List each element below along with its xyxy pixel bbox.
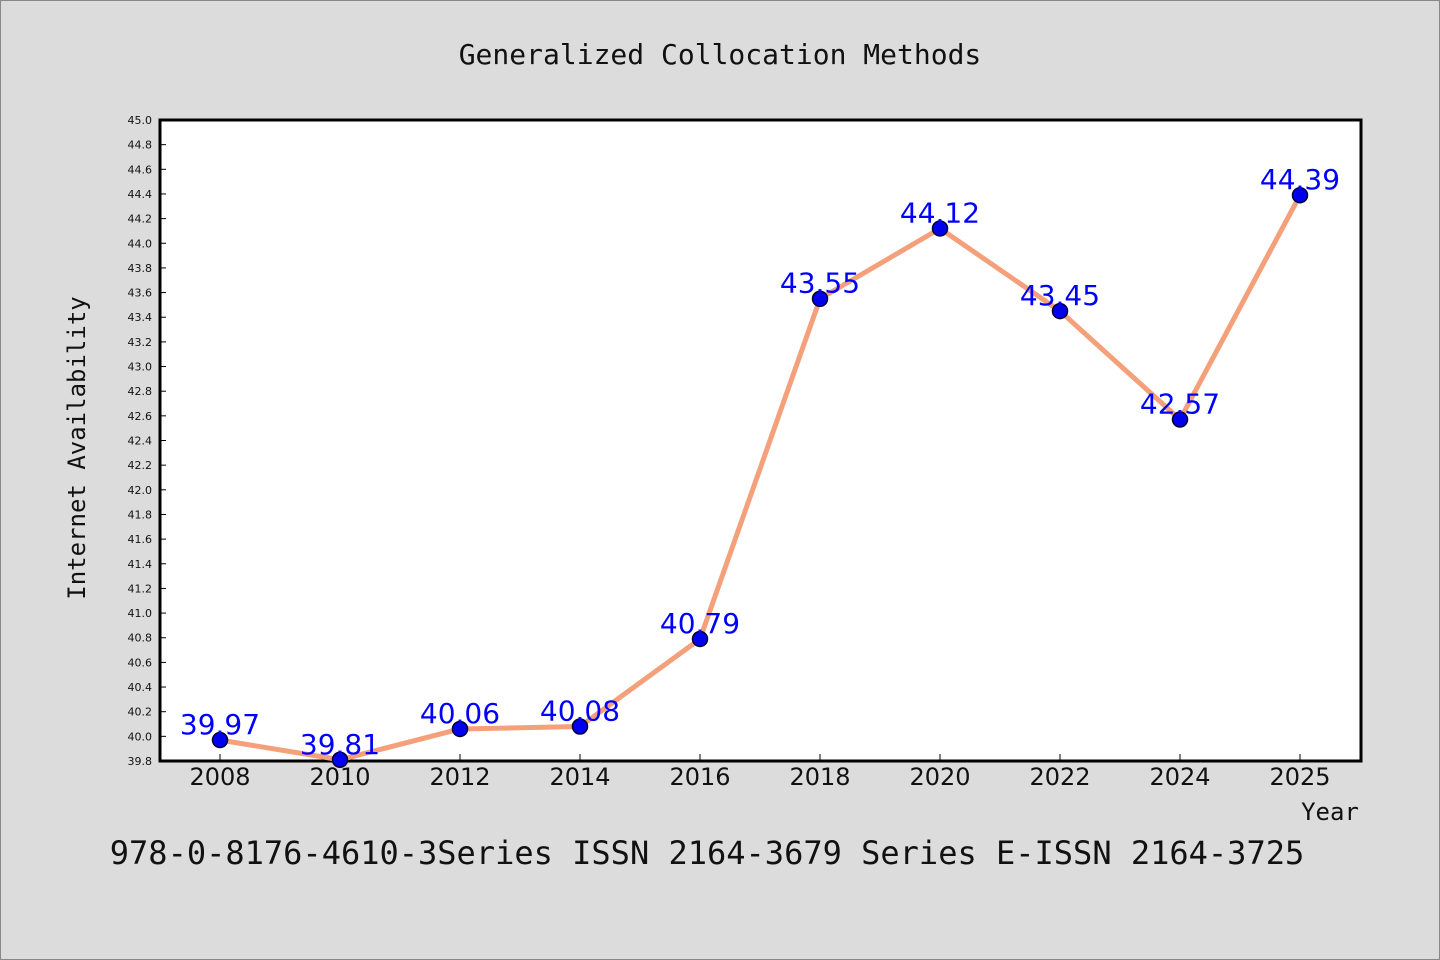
y-tick-label: 41.4: [128, 558, 153, 571]
data-label: 39.81: [300, 728, 380, 761]
x-axis-ticks: 2008 2010 2012 2014 2016 2018 2020 2022 2024 2025: [189, 754, 1331, 791]
x-axis-label: Year: [1301, 798, 1359, 826]
data-point: [811, 290, 829, 307]
data-label: 44.12: [900, 196, 980, 229]
y-tick-label: 42.2: [128, 459, 153, 472]
x-tick-label: 2020: [909, 763, 970, 791]
x-tick-label: 2018: [789, 763, 850, 791]
x-tick-label: 2024: [1149, 763, 1210, 791]
y-tick-label: 43.0: [128, 361, 153, 374]
y-tick-label: 43.6: [128, 287, 153, 300]
data-label: 39.97: [180, 708, 260, 741]
footer-isbn-issn: 978-0-8176-4610-3Series ISSN 2164-3679 S…: [110, 834, 1304, 872]
data-label: 44.39: [1260, 163, 1340, 196]
data-point: [211, 731, 229, 749]
data-label: 42.57: [1140, 388, 1220, 421]
y-tick-label: 39.8: [128, 755, 153, 768]
data-label: 40.79: [660, 607, 740, 640]
x-tick-label: 2008: [189, 763, 250, 791]
y-tick-label: 41.2: [128, 582, 153, 595]
y-tick-label: 44.0: [128, 237, 153, 250]
y-tick-label: 43.4: [128, 311, 153, 324]
y-tick-label: 40.4: [128, 681, 153, 694]
chart-title: Generalized Collocation Methods: [459, 38, 982, 71]
y-tick-label: 43.2: [128, 336, 153, 349]
data-point: [331, 751, 349, 769]
data-point: [1291, 186, 1309, 204]
y-tick-label: 44.6: [128, 163, 153, 176]
series-group: 39.97 39.81 40.06 40.08 40.79 43.55 44.12 43.45…: [180, 163, 1340, 769]
x-tick-label: 2025: [1269, 763, 1330, 791]
y-tick-label: 42.6: [128, 410, 153, 423]
x-tick-label: 2014: [549, 763, 610, 791]
data-label: 40.08: [540, 694, 620, 727]
data-point: [1051, 302, 1069, 320]
data-label: 43.55: [780, 267, 860, 300]
x-tick-label: 2012: [429, 763, 490, 791]
x-tick-label: 2022: [1029, 763, 1090, 791]
y-tick-label: 43.8: [128, 262, 153, 275]
data-label: 40.06: [420, 697, 500, 730]
y-tick-label: 44.8: [128, 139, 153, 152]
data-label: 43.45: [1020, 279, 1100, 312]
y-tick-label: 42.4: [128, 435, 153, 448]
data-point: [931, 220, 949, 237]
y-tick-label: 40.0: [128, 730, 153, 743]
series-line: [217, 192, 1303, 763]
y-tick-label: 41.6: [128, 533, 153, 546]
y-tick-label: 42.0: [128, 484, 153, 497]
y-tick-label: 42.8: [128, 385, 153, 398]
y-tick-label: 41.8: [128, 508, 153, 521]
y-tick-label: 40.2: [128, 706, 153, 719]
data-point: [571, 718, 589, 735]
data-point: [451, 720, 469, 738]
y-tick-label: 45.0: [128, 114, 153, 127]
y-tick-label: 41.0: [128, 607, 153, 620]
data-point: [1171, 411, 1189, 428]
y-axis-ticks: 39.8 40.0 40.2 40.4 40.6 40.8 41.0 41.2 41.4 41.6…: [128, 114, 166, 768]
y-tick-label: 44.2: [128, 213, 153, 226]
x-tick-label: 2016: [669, 763, 730, 791]
data-point: [691, 630, 709, 648]
y-axis-label: Internet Availability: [63, 296, 91, 599]
plot-area: [158, 118, 1363, 763]
y-tick-label: 40.8: [128, 632, 153, 645]
y-tick-label: 44.4: [128, 188, 153, 201]
y-tick-label: 40.6: [128, 656, 153, 669]
